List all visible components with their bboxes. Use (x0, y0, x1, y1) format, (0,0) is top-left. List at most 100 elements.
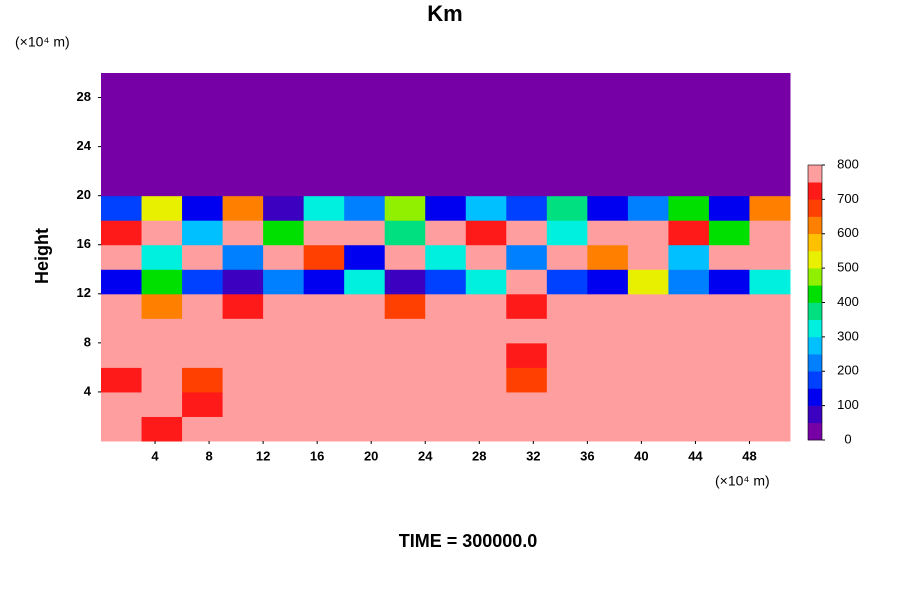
heat-cell (506, 122, 548, 148)
x-tick-label: 44 (688, 448, 703, 463)
heat-cell (141, 220, 183, 246)
heat-cell (344, 367, 386, 393)
y-unit: (×10⁴ m) (15, 34, 70, 50)
colorbar-swatch (808, 233, 822, 252)
heat-cell (668, 122, 710, 148)
heat-cell (344, 146, 386, 172)
heat-cell (344, 391, 386, 417)
heat-cell (708, 244, 750, 270)
heat-cell (101, 171, 143, 197)
heat-cell (708, 293, 750, 319)
heat-cell (384, 342, 426, 368)
heat-cell (425, 391, 467, 417)
heat-cell (749, 269, 791, 295)
heat-cell (506, 97, 548, 123)
heat-cell (506, 244, 548, 270)
colorbar-swatch (808, 354, 822, 372)
heat-cell (141, 73, 183, 99)
heat-cell (668, 171, 710, 197)
heat-cell (303, 146, 345, 172)
heat-cell (708, 342, 750, 368)
heat-cell (222, 244, 264, 270)
heat-cell (668, 318, 710, 344)
x-tick-label: 20 (364, 448, 378, 463)
heat-cell (708, 195, 750, 221)
x-tick-label: 28 (472, 448, 486, 463)
heat-cell (506, 220, 548, 246)
footer: TIME = 300000.0 (399, 531, 538, 551)
heat-cell (465, 73, 507, 99)
heat-cell (708, 171, 750, 197)
colorbar-swatch (808, 319, 822, 338)
heat-cell (627, 244, 669, 270)
heat-cell (546, 244, 588, 270)
heat-cell (465, 171, 507, 197)
heat-cell (263, 122, 305, 148)
heat-cell (465, 195, 507, 221)
heat-cell (425, 97, 467, 123)
x-tick-label: 16 (310, 448, 324, 463)
heat-cell (141, 146, 183, 172)
heat-cell (425, 367, 467, 393)
heat-cell (263, 195, 305, 221)
heat-cell (546, 195, 588, 221)
heat-cell (303, 293, 345, 319)
heat-cell (749, 293, 791, 319)
heat-cell (627, 367, 669, 393)
heat-cell (263, 171, 305, 197)
heat-cell (708, 220, 750, 246)
heat-cell (668, 97, 710, 123)
heat-cell (506, 391, 548, 417)
heat-cell (222, 293, 264, 319)
heat-cell (303, 97, 345, 123)
colorbar-swatch (808, 165, 822, 183)
heat-cell (182, 146, 224, 172)
heat-cell (668, 391, 710, 417)
heat-cell (101, 293, 143, 319)
heat-cell (384, 220, 426, 246)
heat-cell (627, 122, 669, 148)
heat-cell (384, 195, 426, 221)
heat-cell (546, 293, 588, 319)
colorbar-tick-label: 500 (837, 260, 859, 275)
heat-cell (263, 73, 305, 99)
heat-cell (627, 73, 669, 99)
heat-cell (749, 416, 791, 442)
heat-cell (182, 293, 224, 319)
heat-cell (303, 244, 345, 270)
heat-cell (141, 391, 183, 417)
heat-cell (384, 391, 426, 417)
heat-cell (303, 416, 345, 442)
heat-cell (222, 342, 264, 368)
heat-cell (425, 293, 467, 319)
heat-cell (101, 195, 143, 221)
colorbar-swatch (808, 285, 822, 303)
heat-cell (668, 244, 710, 270)
heat-cell (749, 318, 791, 344)
heat-cell (303, 171, 345, 197)
heat-cell (465, 97, 507, 123)
heat-cell (344, 416, 386, 442)
colorbar-swatch (808, 405, 822, 424)
heat-cell (384, 97, 426, 123)
colorbar-swatch (808, 371, 822, 389)
heat-cell (344, 269, 386, 295)
heat-cell (303, 367, 345, 393)
heat-cell (668, 73, 710, 99)
y-tick-label: 24 (77, 138, 92, 153)
heat-cell (546, 97, 588, 123)
heat-cell (182, 220, 224, 246)
colorbar-swatch (808, 268, 822, 286)
heat-cell (384, 367, 426, 393)
heat-cell (708, 122, 750, 148)
heat-cell (141, 342, 183, 368)
heat-cell (182, 73, 224, 99)
heat-cell (182, 244, 224, 270)
heat-cell (708, 367, 750, 393)
heat-cell (668, 293, 710, 319)
heat-cell (627, 171, 669, 197)
heat-cell (587, 342, 629, 368)
heat-cell (263, 342, 305, 368)
heat-cell (506, 146, 548, 172)
heat-cell (587, 269, 629, 295)
